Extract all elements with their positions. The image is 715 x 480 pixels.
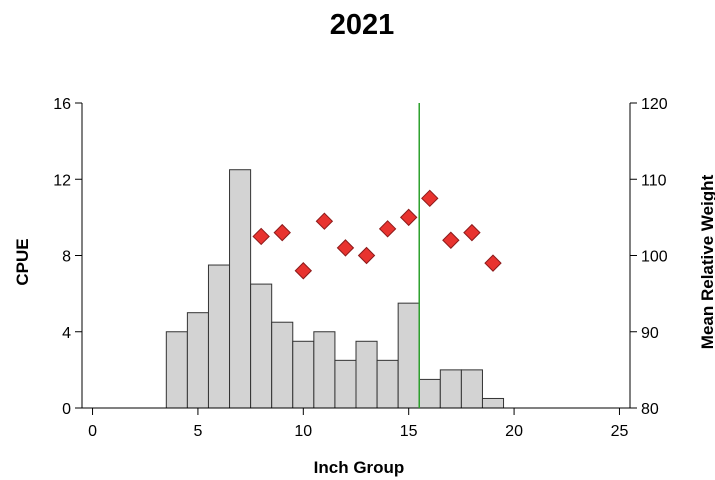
relative-weight-marker: [336, 239, 355, 257]
y2-axis-title: Mean Relative Weight: [698, 174, 715, 349]
relative-weight-marker: [273, 223, 291, 242]
y-tick-label: 16: [53, 96, 71, 113]
markers-layer: [252, 189, 502, 280]
bar: [334, 359, 357, 409]
y2-tick-label: 110: [641, 172, 667, 189]
bar: [207, 264, 231, 409]
bar: [355, 340, 378, 409]
bar: [481, 397, 505, 409]
chart-title: 2021: [330, 9, 395, 41]
relative-weight-marker: [294, 262, 313, 280]
axes-layer: 0 4 8 12 16 80 90 100 110 120 0 5 10 15 20 25: [53, 96, 668, 440]
relative-weight-marker: [399, 208, 418, 227]
x-tick-label: 15: [400, 423, 418, 440]
bar: [418, 378, 441, 409]
y-axis-title: CPUE: [13, 238, 32, 285]
relative-weight-marker: [315, 212, 334, 230]
x-tick-label: 20: [505, 423, 523, 440]
bar: [397, 302, 420, 409]
relative-weight-marker: [357, 246, 376, 265]
y2-tick-label: 90: [641, 325, 659, 342]
y-tick-label: 4: [62, 325, 71, 342]
x-axis-title: Inch Group: [314, 458, 405, 477]
x-tick-label: 10: [294, 423, 312, 440]
bar: [229, 169, 252, 409]
bar: [271, 321, 294, 409]
bar: [250, 283, 273, 409]
x-tick-label: 5: [193, 423, 202, 440]
relative-weight-marker: [442, 231, 460, 249]
y2-tick-label: 80: [641, 401, 659, 418]
x-tick-label: 25: [611, 423, 629, 440]
x-tick-label: 0: [88, 423, 97, 440]
y-tick-label: 0: [62, 401, 71, 418]
bar: [460, 369, 483, 409]
relative-weight-marker: [463, 223, 481, 242]
bars-layer: [165, 169, 505, 409]
bar: [313, 331, 336, 409]
y2-tick-label: 100: [641, 249, 668, 266]
bar: [376, 359, 399, 409]
bar: [186, 312, 209, 409]
y-tick-label: 12: [53, 172, 71, 189]
y2-tick-label: 120: [641, 96, 668, 113]
bar: [165, 331, 188, 409]
y-tick-label: 8: [62, 249, 71, 266]
relative-weight-marker: [421, 189, 439, 208]
relative-weight-marker: [378, 220, 397, 238]
relative-weight-marker: [484, 254, 502, 272]
bar: [292, 340, 315, 409]
bar: [439, 369, 462, 409]
relative-weight-marker: [252, 227, 270, 246]
